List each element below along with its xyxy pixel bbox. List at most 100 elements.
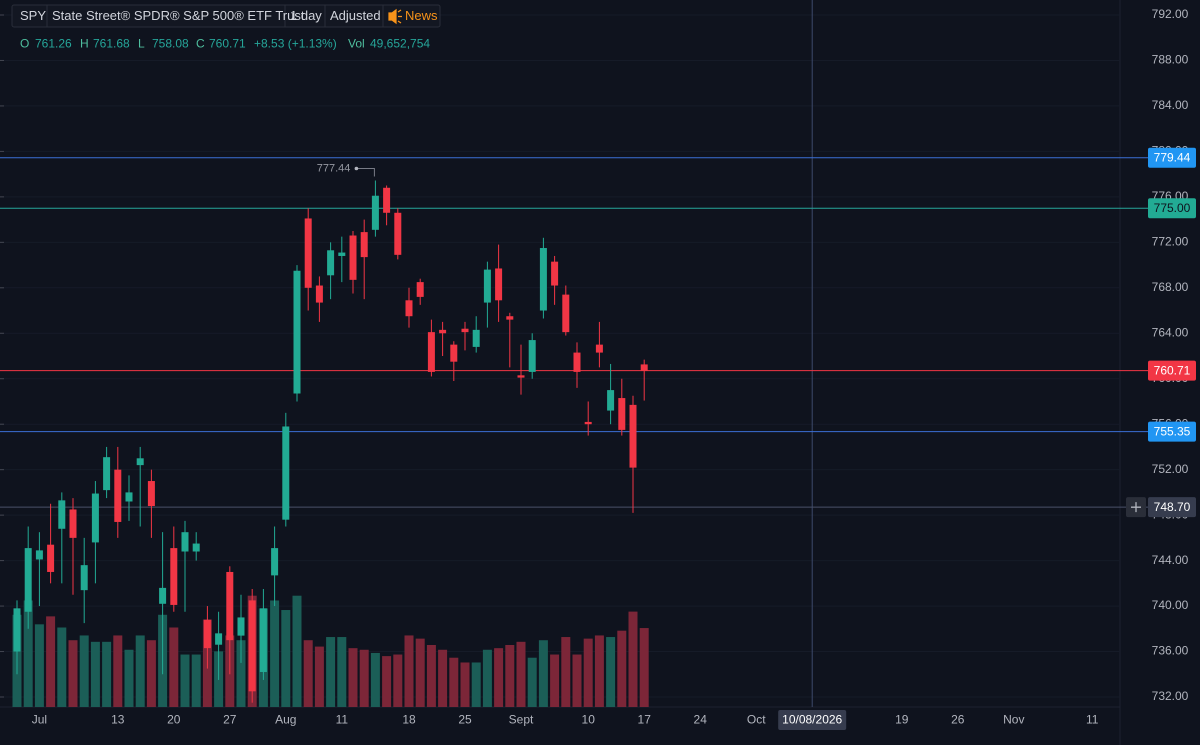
- adjustment[interactable]: Adjusted: [330, 8, 381, 23]
- candle-body: [371, 195, 379, 230]
- candle-body: [125, 492, 133, 502]
- crosshair-time-box: [778, 710, 847, 730]
- volume-bar: [460, 662, 470, 707]
- volume-bar: [561, 637, 571, 707]
- legend-value: 758.08: [152, 37, 189, 51]
- volume-bar: [34, 624, 44, 707]
- legend-label: Vol: [348, 37, 365, 51]
- x-tick-label: Nov: [1003, 713, 1024, 727]
- volume-bar: [494, 648, 504, 707]
- candle-body: [383, 187, 391, 213]
- candle-body: [562, 294, 570, 333]
- volume-bar: [550, 654, 560, 707]
- price-label-box: [1148, 147, 1196, 168]
- candle-body: [416, 282, 424, 297]
- news[interactable]: News: [405, 8, 438, 23]
- legend-value: 49,652,754: [370, 37, 430, 51]
- price-label-box: [1148, 198, 1196, 219]
- volume-bar: [516, 641, 526, 707]
- volume-bar: [527, 657, 537, 707]
- volume-bar: [303, 640, 313, 707]
- legend-label: H: [80, 37, 89, 51]
- candle-body: [103, 457, 111, 491]
- candle-body: [192, 543, 200, 552]
- candle-body: [114, 469, 122, 522]
- volume-bar: [572, 654, 582, 707]
- candle-body: [13, 608, 21, 652]
- x-tick-label: 17: [638, 713, 652, 727]
- volume-bar: [169, 627, 179, 707]
- candle-body: [629, 404, 637, 468]
- x-tick-label: Aug: [275, 713, 296, 727]
- candle-body: [338, 252, 346, 256]
- candle-body: [226, 571, 234, 641]
- volume-bar: [426, 644, 436, 707]
- x-tick-label: 26: [951, 713, 965, 727]
- candle-body: [170, 548, 178, 605]
- candle-body: [58, 500, 66, 529]
- y-tick-label: 784.00: [1152, 98, 1189, 112]
- candle-body: [472, 329, 480, 347]
- candle-body: [315, 285, 323, 303]
- news-icon[interactable]: [388, 8, 402, 25]
- candle-body: [147, 481, 155, 507]
- volume-bar: [449, 657, 459, 707]
- candle-body: [539, 248, 547, 311]
- candle-body: [517, 375, 525, 378]
- candle-body: [349, 235, 357, 280]
- y-tick-label: 736.00: [1152, 644, 1189, 658]
- volume-bar: [191, 654, 201, 707]
- x-tick-label: 27: [223, 713, 237, 727]
- x-tick-label: 10: [582, 713, 596, 727]
- volume-bar: [594, 635, 604, 707]
- volume-bar: [135, 635, 145, 707]
- y-tick-label: 788.00: [1152, 53, 1189, 67]
- candle-body: [181, 532, 189, 552]
- volume-bar: [628, 611, 638, 707]
- price-label: 779.44: [1154, 150, 1191, 164]
- volume-bar: [113, 635, 123, 707]
- y-tick-label: 772.00: [1152, 235, 1189, 249]
- candle-body: [427, 332, 435, 372]
- candle-body: [136, 458, 144, 466]
- candle-body: [293, 270, 301, 394]
- x-tick-label: 13: [111, 713, 125, 727]
- candle-body: [551, 261, 559, 286]
- x-tick-label: 11: [336, 713, 349, 727]
- header: SPY State Street® SPDR® S&P 500® ETF Tru…: [11, 4, 441, 51]
- volume-bar: [270, 600, 280, 707]
- candle-body: [405, 300, 413, 317]
- volume-bar: [23, 600, 33, 707]
- y-tick-label: 740.00: [1152, 598, 1189, 612]
- crosshair-price-label: 748.70: [1154, 500, 1191, 514]
- candle-body: [159, 587, 167, 604]
- candle-body: [450, 344, 458, 362]
- volume-bar: [505, 644, 515, 707]
- candle-body: [69, 509, 77, 538]
- axes: 732.00736.00740.00744.00748.00752.00756.…: [32, 7, 1196, 730]
- volume-bar: [606, 637, 616, 707]
- volume-bar: [68, 640, 78, 707]
- volume-bar: [314, 646, 324, 707]
- instrument-name: State Street® SPDR® S&P 500® ETF Trust: [52, 8, 305, 23]
- volume-bar: [438, 649, 448, 707]
- interval[interactable]: 1 day: [290, 8, 322, 23]
- x-tick-label: Sept: [509, 713, 534, 727]
- candle-body: [282, 426, 290, 520]
- candle-body: [640, 364, 648, 371]
- volume-bar: [583, 638, 593, 707]
- candle-body: [248, 600, 256, 692]
- candle-body: [327, 250, 335, 276]
- candle-body: [618, 398, 626, 430]
- x-tick-label: Jul: [32, 713, 47, 727]
- candle-body: [461, 328, 469, 333]
- candle-layer: [13, 180, 648, 703]
- symbol[interactable]: SPY: [20, 8, 46, 23]
- legend-value: 761.68: [93, 37, 130, 51]
- legend-change: +8.53 (+1.13%): [254, 37, 337, 51]
- legend-label: C: [196, 37, 205, 51]
- volume-bar: [102, 641, 112, 707]
- volume-bar: [337, 637, 347, 707]
- candle-body: [237, 617, 245, 636]
